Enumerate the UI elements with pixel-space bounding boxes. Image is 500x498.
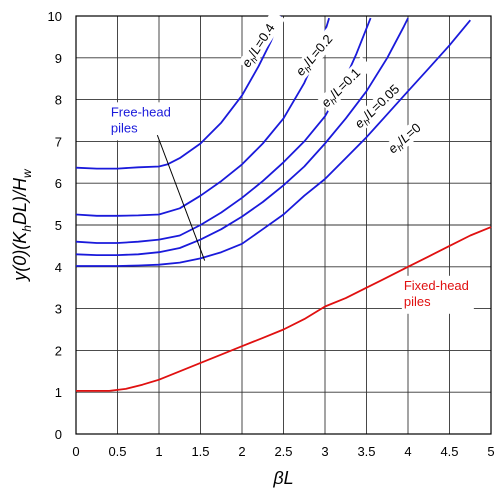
free-head-curve bbox=[75, 17, 330, 217]
y-tick-label: 1 bbox=[55, 385, 62, 400]
x-tick-label: 4.5 bbox=[440, 444, 458, 459]
x-tick-label: 4 bbox=[404, 444, 411, 459]
fixed-head-annotation: Fixed-head bbox=[404, 278, 469, 293]
plot-area-border bbox=[75, 15, 492, 435]
fixed-head-curve bbox=[76, 226, 492, 392]
y-axis-title-subscript: w bbox=[20, 168, 34, 178]
free-head-curve bbox=[75, 15, 282, 170]
y-tick-label: 7 bbox=[55, 134, 62, 149]
free-head-annotation: piles bbox=[111, 120, 138, 135]
curve-label: eh/L=0.1 bbox=[318, 65, 365, 112]
annotation-background bbox=[401, 275, 474, 314]
x-tick-label: 0 bbox=[72, 444, 79, 459]
curve-label-background bbox=[238, 10, 286, 72]
curve-label: eh/L=0.2 bbox=[293, 32, 337, 80]
curve-label-subscript: h bbox=[395, 142, 405, 153]
curve-label-value: / bbox=[245, 48, 260, 60]
y-tick-label: 9 bbox=[55, 51, 62, 66]
x-tick-label: 2.5 bbox=[274, 444, 292, 459]
y-axis-title-subscript: h bbox=[20, 225, 34, 232]
curve-label-subscript: h bbox=[303, 64, 314, 74]
y-tick-label: 5 bbox=[55, 218, 62, 233]
y-axis-title-part: DL)/H bbox=[10, 177, 30, 225]
x-tick-label: 1.5 bbox=[191, 444, 209, 459]
y-tick-label: 8 bbox=[55, 93, 62, 108]
x-tick-label: 5 bbox=[487, 444, 494, 459]
curve-label-subscript: h bbox=[248, 55, 259, 65]
y-tick-label: 4 bbox=[55, 260, 62, 275]
x-tick-label: 3 bbox=[321, 444, 328, 459]
y-tick-label: 0 bbox=[55, 427, 62, 442]
x-tick-label: 3.5 bbox=[357, 444, 375, 459]
y-axis-tick-labels: 0 1 2 3 4 5 6 7 8 9 10 bbox=[48, 9, 62, 442]
x-axis-title-part: β bbox=[272, 468, 283, 488]
y-axis-title: y(0)(KhDL)/Hw bbox=[10, 168, 34, 283]
y-tick-label: 3 bbox=[55, 302, 62, 317]
x-axis-title: βL bbox=[272, 468, 293, 488]
x-tick-label: 2 bbox=[238, 444, 245, 459]
free-head-annotation: Free-head bbox=[111, 104, 171, 119]
gridlines bbox=[75, 15, 492, 435]
free-head-curve bbox=[76, 19, 471, 267]
y-tick-label: 6 bbox=[55, 176, 62, 191]
curve-label-subscript: h bbox=[362, 117, 373, 128]
curve-label-subscript: h bbox=[328, 96, 339, 107]
curve-label-background bbox=[384, 107, 439, 158]
y-axis-title-part: y(0)(K bbox=[10, 231, 30, 283]
x-axis-tick-labels: 0 0.5 1 1.5 2 2.5 3 3.5 4 4.5 5 bbox=[72, 444, 494, 459]
x-tick-label: 1 bbox=[155, 444, 162, 459]
free-head-curve bbox=[75, 17, 409, 256]
annotation-leader-line bbox=[156, 134, 206, 261]
curve-label-background bbox=[291, 22, 345, 80]
fixed-head-annotation: piles bbox=[404, 294, 431, 309]
y-tick-label: 10 bbox=[48, 9, 62, 24]
y-tick-label: 2 bbox=[55, 343, 62, 358]
x-tick-label: 0.5 bbox=[108, 444, 126, 459]
curve-label-background bbox=[350, 76, 408, 133]
curve-label-background bbox=[317, 56, 373, 112]
annotation-background bbox=[108, 102, 179, 141]
x-axis-title-part: L bbox=[284, 468, 294, 488]
